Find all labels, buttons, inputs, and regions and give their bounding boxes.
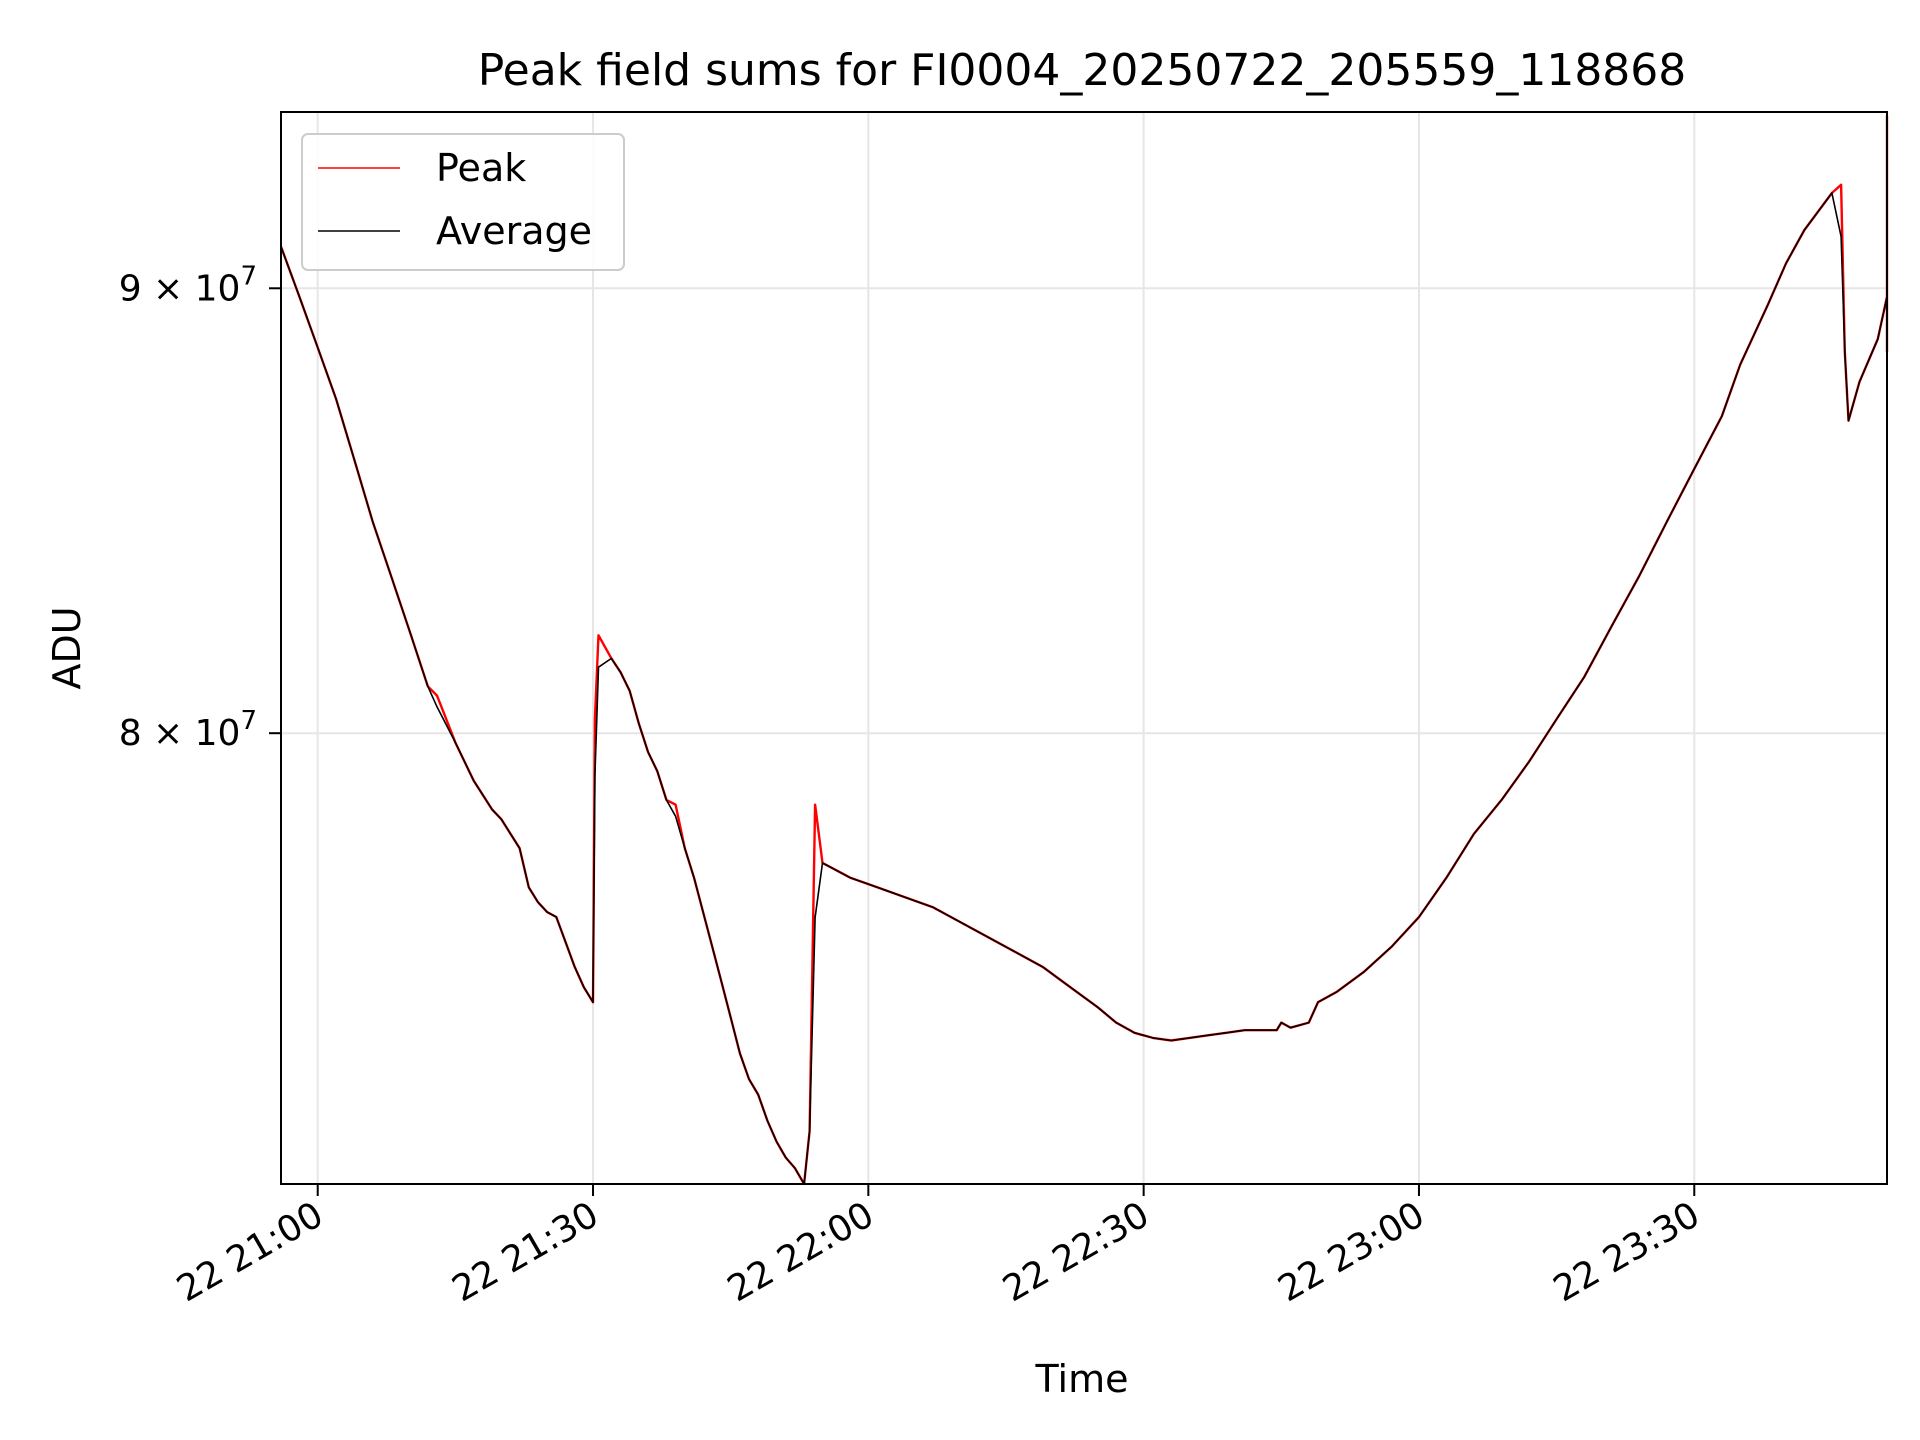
x-axis-label: Time [1035, 1357, 1129, 1401]
legend: Peak Average [301, 133, 625, 271]
grid-lines [281, 112, 1887, 1184]
y-tick-label: 8 × 107 [119, 706, 257, 754]
chart-title: Peak field sums for FI0004_20250722_2055… [478, 45, 1687, 96]
y-tick-label: 9 × 107 [119, 261, 257, 309]
plot-frame [280, 111, 1888, 1185]
y-axis: 8 × 107 9 × 107 [119, 261, 281, 754]
legend-label-peak: Peak [436, 146, 526, 190]
legend-label-average: Average [436, 209, 592, 253]
y-axis-label: ADU [45, 606, 89, 689]
